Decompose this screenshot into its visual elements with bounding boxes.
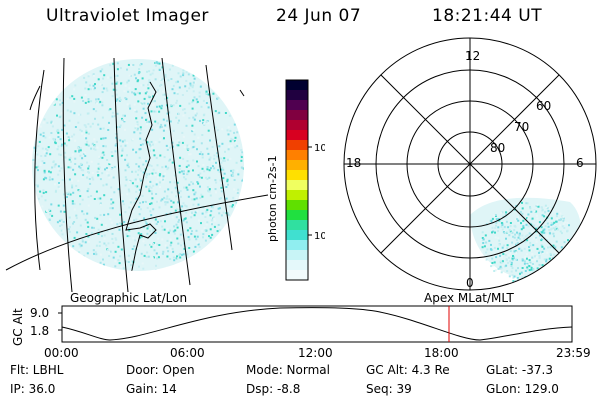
xtick-1200: 12:00 bbox=[298, 346, 333, 360]
xtick-0600: 06:00 bbox=[170, 346, 205, 360]
colorbar-swatch bbox=[286, 190, 308, 201]
colorbar-swatch bbox=[286, 150, 308, 161]
colorbar-swatch bbox=[286, 170, 308, 181]
info-ip: IP: 36.0 bbox=[10, 382, 56, 396]
auroral-speckle bbox=[32, 61, 244, 271]
colorbar-swatch bbox=[286, 210, 308, 221]
altitude-plot: 9.0 1.8 GC Alt 00:00 06:00 12:00 18:00 2… bbox=[11, 305, 591, 360]
colorbar-swatch bbox=[286, 270, 308, 281]
colorbar-swatch bbox=[286, 230, 308, 241]
mlt-label-6: 6 bbox=[576, 156, 584, 170]
projection-left-label: Geographic Lat/Lon bbox=[70, 291, 188, 305]
info-flt: Flt: LBHL bbox=[10, 363, 64, 377]
colorbar-swatch bbox=[286, 180, 308, 191]
colorbar-swatch bbox=[286, 110, 308, 121]
mlt-label-12: 12 bbox=[465, 49, 480, 63]
info-seq: Seq: 39 bbox=[366, 382, 412, 396]
info-gc-alt: GC Alt: 4.3 Re bbox=[366, 363, 450, 377]
mlt-label-0: 0 bbox=[466, 276, 474, 290]
colorbar-swatch bbox=[286, 120, 308, 131]
mlt-label-18: 18 bbox=[346, 156, 361, 170]
ytick-9: 9.0 bbox=[30, 306, 49, 320]
geographic-image bbox=[5, 57, 269, 292]
xtick-0000: 00:00 bbox=[44, 346, 79, 360]
info-dsp: Dsp: -8.8 bbox=[246, 382, 301, 396]
info-glat: GLat: -37.3 bbox=[486, 363, 553, 377]
colorbar-tick-10: 10 bbox=[314, 231, 325, 242]
altitude-ticks bbox=[58, 312, 62, 331]
altitude-frame bbox=[61, 305, 573, 343]
colorbar-swatch bbox=[286, 130, 308, 141]
mlat-label-70: 70 bbox=[514, 120, 529, 134]
colorbar-swatch bbox=[286, 220, 308, 231]
observation-time: 18:21:44 UT bbox=[432, 6, 543, 26]
projection-right-label: Apex MLat/MLT bbox=[424, 291, 514, 305]
ytick-1-8: 1.8 bbox=[30, 324, 49, 338]
grid-lines bbox=[5, 57, 269, 292]
colorbar-swatch bbox=[286, 80, 308, 91]
info-glon: GLon: 129.0 bbox=[486, 382, 559, 396]
altitude-curve bbox=[61, 307, 573, 341]
info-gain: Gain: 14 bbox=[126, 382, 177, 396]
xtick-1800: 18:00 bbox=[424, 346, 459, 360]
colorbar-label: photon cm-2s-1 bbox=[266, 155, 279, 242]
colorbar-swatch bbox=[286, 200, 308, 211]
info-mode: Mode: Normal bbox=[246, 363, 330, 377]
xtick-2359: 23:59 bbox=[556, 346, 591, 360]
polar-grid bbox=[343, 37, 597, 291]
colorbar-swatch bbox=[286, 90, 308, 101]
colorbar-swatch bbox=[286, 260, 308, 271]
colorbar-swatch bbox=[286, 250, 308, 261]
coastline bbox=[125, 81, 157, 271]
instrument-title: Ultraviolet Imager bbox=[46, 6, 209, 26]
colorbar-tick-100: 100 bbox=[314, 143, 325, 154]
polar-plot: 12 6 0 18 60 70 80 bbox=[343, 37, 597, 291]
info-door: Door: Open bbox=[126, 363, 195, 377]
colorbar-swatch bbox=[286, 160, 308, 171]
mlat-label-60: 60 bbox=[536, 99, 551, 113]
colorbar-swatch bbox=[286, 240, 308, 251]
mlat-label-80: 80 bbox=[490, 141, 505, 155]
altitude-ylabel: GC Alt bbox=[11, 308, 25, 346]
colorbar-gradient bbox=[286, 80, 308, 281]
colorbar-swatch bbox=[286, 140, 308, 151]
colorbar: 100 10 photon cm-2s-1 bbox=[266, 79, 325, 281]
colorbar-swatch bbox=[286, 100, 308, 111]
observation-date: 24 Jun 07 bbox=[276, 6, 362, 26]
